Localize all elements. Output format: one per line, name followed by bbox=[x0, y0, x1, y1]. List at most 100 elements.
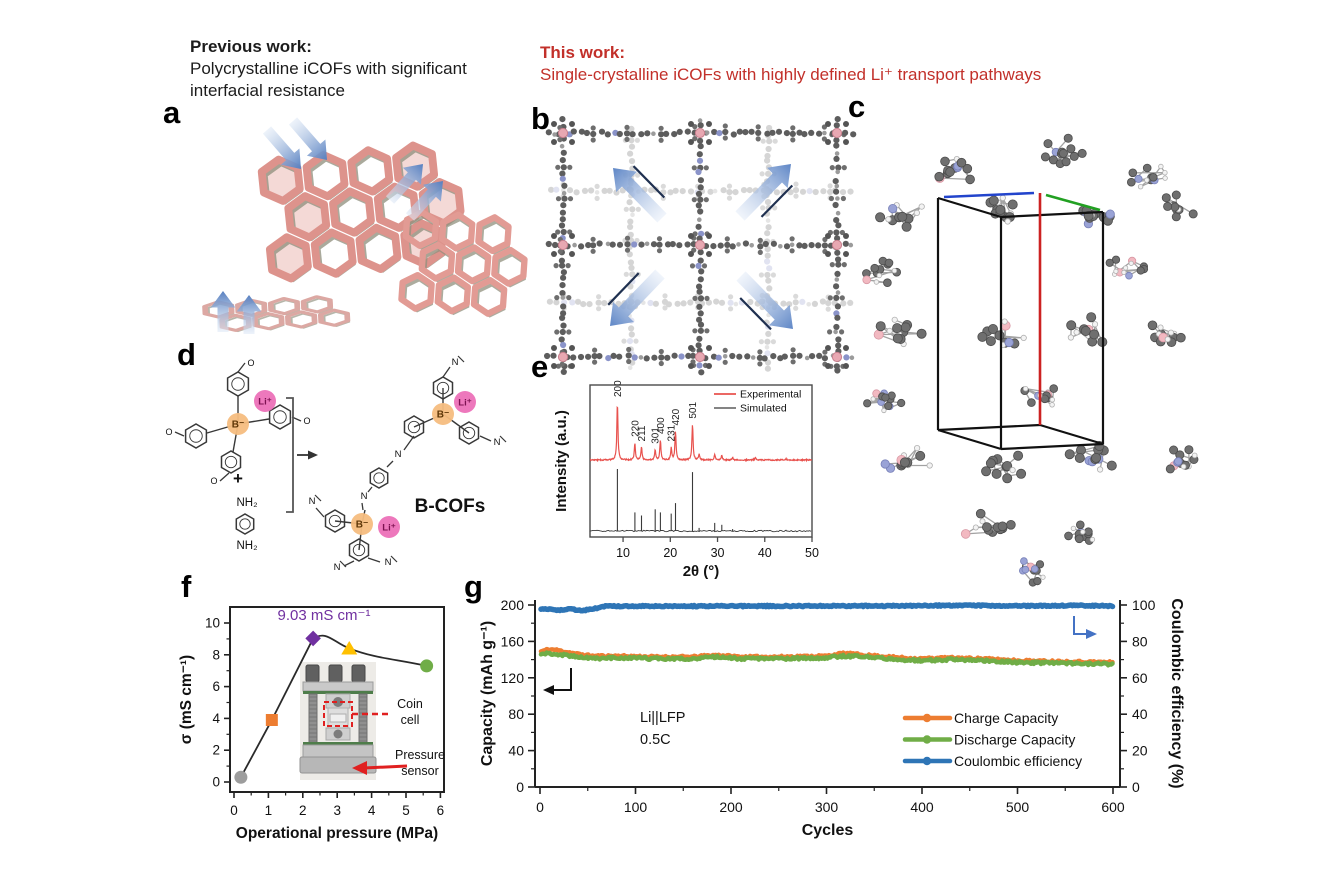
previous-work-line2: interfacial resistance bbox=[190, 81, 345, 100]
pressure-sensor-label: sensor bbox=[401, 764, 439, 778]
g-xtick: 200 bbox=[719, 799, 743, 815]
xrd-ylabel: Intensity (a.u.) bbox=[553, 410, 570, 512]
data-point bbox=[234, 770, 248, 784]
panel-label-e: e bbox=[531, 349, 549, 384]
max-conductivity-annotation: 9.03 mS cm⁻¹ bbox=[278, 607, 371, 624]
g-right-ytick: 40 bbox=[1132, 706, 1148, 722]
panel-g-cycling-chart: 0 100 200 300 400 500 600 0 40 80 120 160 200 0 20 40 60… bbox=[479, 597, 1185, 839]
g-left-ytick: 120 bbox=[501, 670, 525, 686]
f-xtick: 0 bbox=[230, 803, 238, 818]
f-xlabel: Operational pressure (MPa) bbox=[236, 825, 438, 842]
oxygen-label: O bbox=[210, 476, 217, 486]
f-xtick: 2 bbox=[299, 803, 307, 818]
panel-d-scheme: O O O O B⁻ Li⁺ + NH₂ NH₂ N N B⁻ Li⁺ N N N N N B⁻ Li⁺ B-COFs bbox=[165, 355, 507, 573]
g-right-ytick: 80 bbox=[1132, 633, 1148, 649]
f-ytick: 6 bbox=[212, 679, 220, 694]
borate-center-label: B⁻ bbox=[437, 410, 450, 421]
xrd-xtick: 50 bbox=[805, 546, 819, 560]
b-axis-line bbox=[1045, 193, 1101, 212]
previous-work-title: Previous work: bbox=[190, 37, 312, 56]
nitrogen-label: N bbox=[494, 437, 501, 448]
a-axis-line bbox=[943, 191, 1035, 199]
g-left-ytick: 80 bbox=[508, 706, 524, 722]
nitrogen-label: N bbox=[395, 449, 402, 460]
borate-center-label: B⁻ bbox=[356, 520, 369, 531]
xrd-experimental-curve bbox=[589, 405, 813, 463]
nitrogen-label: N bbox=[361, 491, 368, 502]
borate-center-label: B⁻ bbox=[232, 420, 245, 431]
panel-a-illustration bbox=[202, 117, 528, 334]
cell-annotation: 0.5C bbox=[640, 732, 671, 748]
panel-f-conductivity-chart: 0 1 2 3 4 5 6 0 2 4 6 8 10 Operational pressure (MPa)… bbox=[178, 606, 445, 842]
f-xtick: 3 bbox=[333, 803, 341, 818]
xrd-peak-label: 231 bbox=[667, 424, 678, 441]
coin-cell-label: cell bbox=[401, 713, 420, 727]
nitrogen-label: N bbox=[452, 357, 459, 368]
data-point bbox=[420, 659, 434, 673]
nitrogen-label: N bbox=[385, 557, 392, 568]
xrd-xtick: 10 bbox=[616, 546, 630, 560]
xrd-peak-label: 211 bbox=[637, 425, 648, 441]
xrd-xtick: 20 bbox=[663, 546, 677, 560]
ion-transport-arrow bbox=[262, 126, 301, 169]
f-xtick: 4 bbox=[368, 803, 376, 818]
oxygen-label: O bbox=[303, 416, 310, 426]
nitrogen-label: N bbox=[334, 562, 341, 573]
xrd-peak-label: 501 bbox=[688, 402, 699, 419]
g-xtick: 100 bbox=[624, 799, 648, 815]
g-left-ytick: 160 bbox=[501, 633, 525, 649]
xrd-peak-label: 420 bbox=[671, 408, 682, 425]
xrd-simulated-baseline bbox=[589, 529, 812, 533]
lithium-ion-label: Li⁺ bbox=[258, 397, 271, 408]
pressure-sensor-label: Pressure bbox=[395, 748, 445, 762]
data-point bbox=[305, 630, 321, 647]
panel-label-g: g bbox=[464, 569, 483, 604]
nitrogen-label: N bbox=[309, 496, 316, 507]
this-work-title: This work: bbox=[540, 43, 626, 62]
right-axis-pointer-arrow bbox=[1086, 629, 1097, 639]
xrd-legend-label: Experimental bbox=[740, 389, 801, 401]
f-xtick: 6 bbox=[437, 803, 445, 818]
ion-transport-arrow bbox=[385, 164, 423, 204]
xrd-peak-label: 301 bbox=[651, 427, 662, 444]
ion-transport-arrow bbox=[405, 181, 443, 221]
ion-transport-arrow bbox=[236, 295, 262, 334]
panel-label-a: a bbox=[163, 95, 181, 130]
panel-label-c: c bbox=[848, 89, 866, 124]
unit-cell-box bbox=[936, 196, 1105, 451]
xrd-legend-label: Simulated bbox=[740, 403, 787, 415]
ion-transport-arrow bbox=[288, 117, 327, 160]
borate-center-badge bbox=[351, 513, 373, 535]
g-legend-label: Coulombic efficiency bbox=[954, 753, 1082, 769]
g-xtick: 0 bbox=[536, 799, 544, 815]
ion-transport-arrow bbox=[613, 168, 667, 223]
xrd-peak-label: 220 bbox=[630, 420, 641, 437]
f-ytick: 2 bbox=[212, 743, 220, 758]
f-ytick: 0 bbox=[212, 775, 220, 790]
data-point bbox=[265, 713, 278, 726]
ion-transport-arrow bbox=[210, 291, 236, 332]
xrd-xlabel: 2θ (°) bbox=[683, 563, 720, 580]
borate-center-badge bbox=[432, 403, 454, 425]
g-right-ytick: 100 bbox=[1132, 597, 1156, 613]
ion-transport-arrow bbox=[735, 164, 791, 221]
cell-annotation: Li||LFP bbox=[640, 710, 685, 726]
borate-center-badge bbox=[227, 413, 249, 435]
lithium-ion-badge bbox=[378, 516, 400, 538]
lithium-ion-badge bbox=[254, 390, 276, 412]
previous-work-line1: Polycrystalline iCOFs with significant bbox=[190, 59, 467, 78]
coin-cell-label: Coin bbox=[397, 697, 423, 711]
g-xtick: 400 bbox=[910, 799, 934, 815]
xrd-peak-label: 400 bbox=[656, 417, 667, 434]
this-work-line: Single-crystalline iCOFs with highly def… bbox=[540, 65, 1042, 84]
g-left-ytick: 200 bbox=[501, 597, 525, 613]
g-left-ytick: 0 bbox=[516, 779, 524, 795]
product-name-label: B-COFs bbox=[415, 496, 486, 517]
f-ytick: 8 bbox=[212, 647, 220, 662]
g-xtick: 500 bbox=[1006, 799, 1030, 815]
g-legend-label: Charge Capacity bbox=[954, 710, 1058, 726]
panel-c-illustration bbox=[862, 133, 1199, 587]
data-point bbox=[341, 640, 358, 655]
